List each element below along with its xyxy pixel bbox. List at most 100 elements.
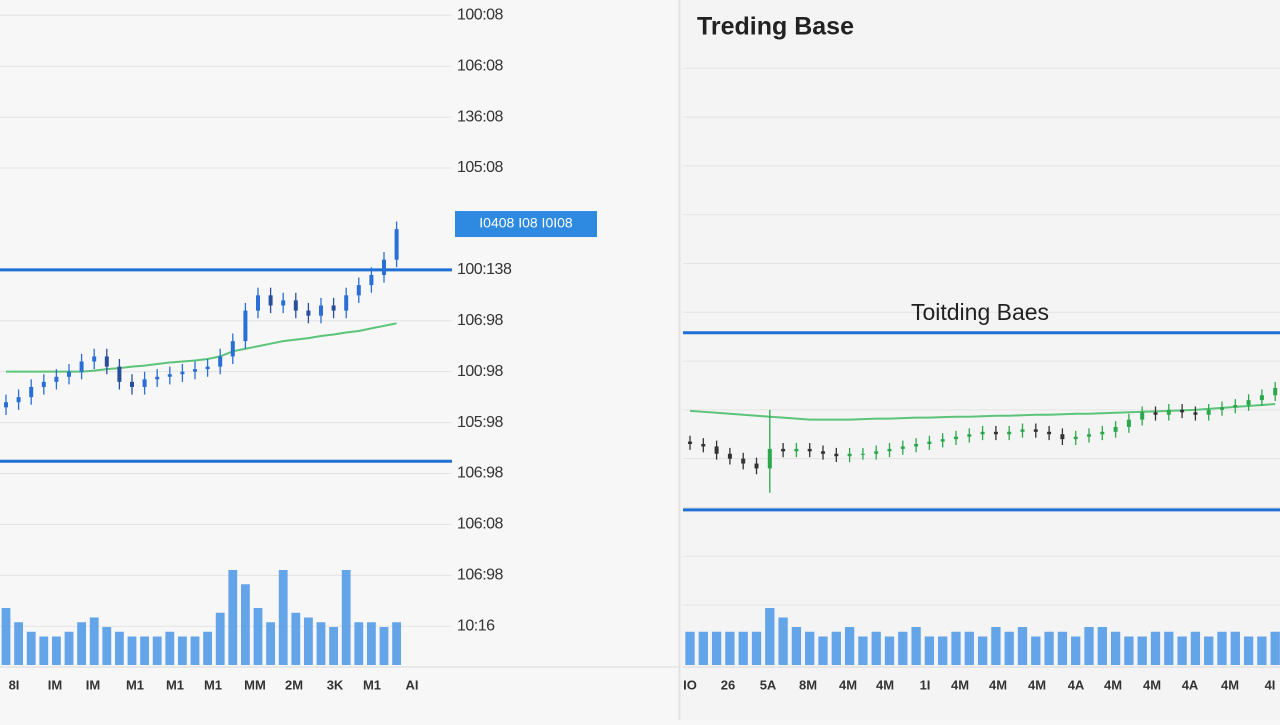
left-panel <box>0 0 678 720</box>
volume-bar <box>1243 636 1254 665</box>
volume-bar <box>64 631 74 665</box>
candle-body <box>1113 426 1118 432</box>
candle-body <box>1206 409 1211 415</box>
volume-bar <box>1217 631 1227 665</box>
candle-body <box>193 369 197 372</box>
x-tick-label: IM <box>86 677 100 692</box>
volume-bar <box>778 617 788 665</box>
candle-body <box>1259 395 1264 401</box>
candle-body <box>268 295 273 306</box>
candle-body <box>914 444 919 447</box>
volume-bar <box>39 636 49 665</box>
volume-bar <box>698 631 708 665</box>
x-tick-label: 4A <box>1068 677 1085 692</box>
volume-bar <box>278 570 288 665</box>
x-tick-label: 4M <box>876 677 894 692</box>
candle-body <box>180 371 185 375</box>
candle-body <box>1073 436 1078 440</box>
volume-bar <box>215 612 225 665</box>
candle-body <box>230 341 235 357</box>
candle-body <box>954 436 958 440</box>
volume-bar <box>152 636 162 665</box>
volume-bar <box>51 636 61 665</box>
candle-body <box>306 310 311 316</box>
candle-body <box>874 451 879 454</box>
x-tick-label: 2M <box>285 677 303 692</box>
candle-body <box>394 229 399 260</box>
candle-body <box>1100 431 1105 435</box>
candle-body <box>1180 409 1185 413</box>
x-tick-label: IM <box>48 677 62 692</box>
candle-body <box>319 305 323 316</box>
volume-bar <box>725 631 735 665</box>
candle-body <box>1233 404 1238 408</box>
candle-body <box>1007 431 1012 435</box>
x-tick-label: 4M <box>1028 677 1046 692</box>
volume-bar <box>89 617 99 665</box>
candle-body <box>41 381 46 387</box>
volume-bar <box>1177 636 1187 665</box>
candle-body <box>256 295 260 311</box>
x-tick-label: M1 <box>166 677 184 692</box>
volume-bar <box>951 631 961 665</box>
candle-body <box>356 285 361 296</box>
volume-bar <box>366 622 376 665</box>
moving-average <box>689 403 1276 421</box>
volume-bar <box>831 631 841 665</box>
volume-bar <box>685 631 695 665</box>
candle-body <box>688 441 692 445</box>
moving-average <box>6 322 397 373</box>
volume-bar <box>1150 631 1161 665</box>
x-tick-label: AI <box>406 677 419 692</box>
volume-bar <box>177 636 187 665</box>
x-tick-label: 4M <box>839 677 857 692</box>
x-tick-label: 4M <box>1221 677 1239 692</box>
candle-body <box>79 361 84 372</box>
volume-bar <box>871 631 881 665</box>
candle-body <box>1020 429 1025 432</box>
x-tick-label: 5A <box>760 677 777 692</box>
candle-body <box>1033 429 1038 432</box>
volume-bar <box>392 622 402 665</box>
volume-bar <box>791 627 802 665</box>
volume-bar <box>938 636 948 665</box>
annotation: Toitding Baes <box>911 299 1049 325</box>
volume-bar <box>1057 631 1068 665</box>
candle-body <box>293 300 298 311</box>
volume-bar <box>964 631 974 665</box>
x-tick-label: IO <box>683 677 697 692</box>
volume-bar <box>844 627 855 665</box>
x-tick-label: 4A <box>1182 677 1199 692</box>
y-tick-label: 100:08 <box>457 6 504 23</box>
candle-body <box>1087 434 1091 437</box>
y-tick-label: 10:16 <box>457 617 495 634</box>
candle-body <box>727 453 732 459</box>
candle-body <box>1047 431 1052 435</box>
candle-body <box>142 379 147 387</box>
candle-body <box>887 448 892 452</box>
candle-body <box>92 356 97 362</box>
volume-bar <box>884 636 895 665</box>
x-tick-label: 8I <box>9 677 20 692</box>
candle-body <box>701 444 706 447</box>
x-tick-label: M1 <box>363 677 381 692</box>
volume-bar <box>898 631 908 665</box>
x-tick-label: 8M <box>799 677 817 692</box>
candle-body <box>344 295 349 311</box>
y-tick-label: 106:08 <box>457 516 504 533</box>
volume-bar <box>1031 636 1041 665</box>
volume-bar <box>1004 631 1014 665</box>
candle-body <box>243 310 248 342</box>
chart-title: Treding Base <box>697 13 854 41</box>
volume-bar <box>991 627 1001 665</box>
candle-body <box>980 431 985 435</box>
volume-bar <box>341 570 351 665</box>
x-tick-label: 4I <box>1265 677 1276 692</box>
volume-bar <box>911 627 921 665</box>
volume-bar <box>291 612 301 665</box>
candle-body <box>741 458 746 464</box>
candle-body <box>834 453 839 457</box>
candle-body <box>754 463 759 469</box>
volume-bar <box>1204 636 1214 665</box>
